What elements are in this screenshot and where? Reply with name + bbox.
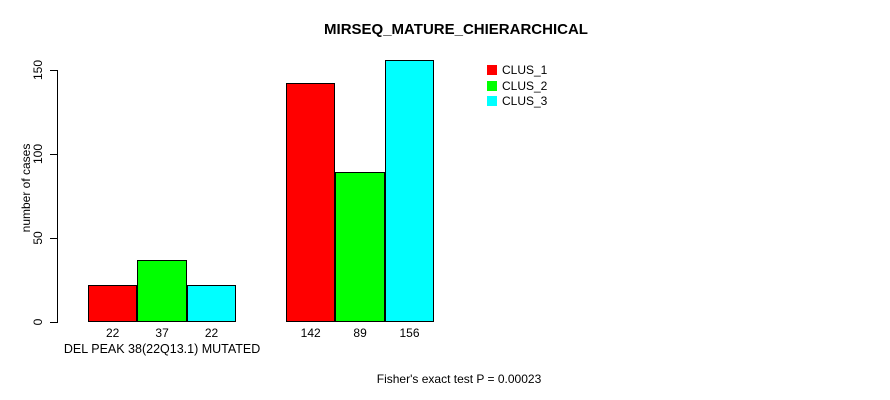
legend-label-clus_2: CLUS_2 — [502, 78, 548, 93]
chart-title: MIRSEQ_MATURE_CHIERARCHICAL — [324, 21, 588, 38]
bar-clus_2-group1 — [137, 259, 187, 322]
bar-value-label: 142 — [300, 326, 321, 340]
bar-value-label: 37 — [155, 326, 169, 340]
bar-clus_1-group2 — [286, 83, 336, 322]
legend-swatch-clus_3 — [487, 96, 497, 106]
legend-swatch-clus_1 — [487, 65, 497, 75]
legend-label-clus_3: CLUS_3 — [502, 94, 548, 108]
bar-value-label: 89 — [353, 326, 367, 340]
y-axis-tick — [50, 153, 57, 155]
legend-swatch-clus_2 — [487, 80, 497, 91]
legend-label-clus_1: CLUS_1 — [502, 63, 548, 77]
bar-clus_1-group1 — [88, 285, 138, 322]
annotation-text: Fisher's exact test P = 0.00023 — [376, 372, 542, 386]
bar-clus_3-group1 — [186, 285, 237, 322]
y-axis-tick — [50, 321, 57, 323]
y-axis-line — [57, 70, 58, 323]
y-axis-tick — [50, 237, 57, 239]
bar-value-label: 22 — [204, 326, 219, 340]
y-tick-label: 50 — [31, 231, 45, 245]
y-tick-label: 100 — [31, 143, 45, 165]
y-tick-label: 150 — [31, 59, 45, 81]
group-label: DEL PEAK 38(22Q13.1) MUTATED — [63, 342, 261, 356]
bar-clus_2-group2 — [335, 172, 385, 322]
bar-value-label: 22 — [106, 326, 120, 340]
y-axis-tick — [50, 69, 57, 71]
y-tick-label: 0 — [31, 318, 45, 326]
bar-value-label: 156 — [399, 326, 420, 340]
bar-clus_3-group2 — [384, 59, 435, 322]
